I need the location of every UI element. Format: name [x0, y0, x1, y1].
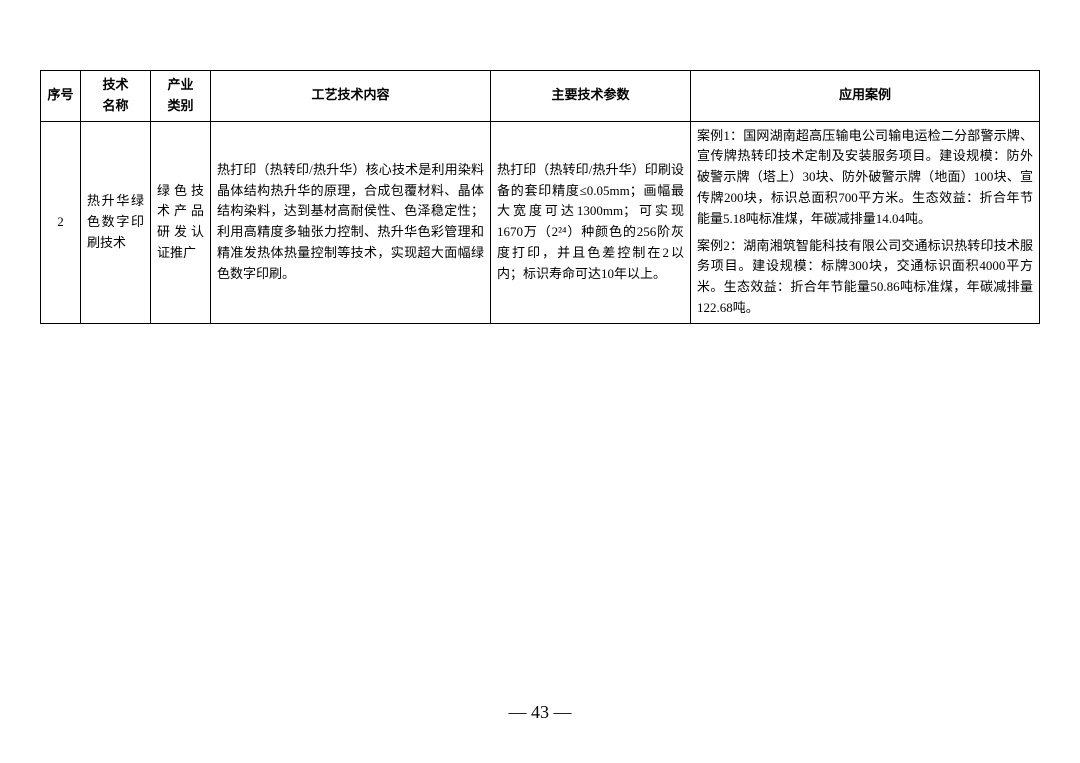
header-seq: 序号: [41, 71, 81, 122]
table-header: 序号 技术 名称 产业 类别 工艺技术内容 主要技术参数 应用案例: [41, 71, 1040, 122]
header-name: 技术 名称: [81, 71, 151, 122]
case-1: 案例1：国网湖南超高压输电公司输电运检二分部警示牌、宣传牌热转印技术定制及安装服…: [697, 126, 1033, 230]
cell-case-content: 案例1：国网湖南超高压输电公司输电运检二分部警示牌、宣传牌热转印技术定制及安装服…: [691, 121, 1040, 323]
table-row: 2 热升华绿色数字印刷技术 绿色技术产品研发认证推广 热打印（热转印/热升华）核…: [41, 121, 1040, 323]
header-name-l2: 名称: [102, 98, 128, 113]
cell-tech-content: 热打印（热转印/热升华）核心技术是利用染料晶体结构热升华的原理，合成包覆材料、晶…: [211, 121, 491, 323]
cell-param-content: 热打印（热转印/热升华）印刷设备的套印精度≤0.05mm；画幅最大宽度可达130…: [491, 121, 691, 323]
header-name-l1: 技术: [102, 77, 128, 92]
header-cat-l1: 产业: [167, 77, 193, 92]
content-table: 序号 技术 名称 产业 类别 工艺技术内容 主要技术参数 应用案例 2 热升华绿…: [40, 70, 1040, 324]
cell-seq: 2: [41, 121, 81, 323]
header-cat: 产业 类别: [151, 71, 211, 122]
header-case: 应用案例: [691, 71, 1040, 122]
case-2: 案例2：湖南湘筑智能科技有限公司交通标识热转印技术服务项目。建设规模：标牌300…: [697, 236, 1033, 319]
cell-name: 热升华绿色数字印刷技术: [81, 121, 151, 323]
cell-category: 绿色技术产品研发认证推广: [151, 121, 211, 323]
header-cat-l2: 类别: [167, 98, 193, 113]
header-param: 主要技术参数: [491, 71, 691, 122]
header-tech: 工艺技术内容: [211, 71, 491, 122]
page-number: — 43 —: [0, 702, 1080, 723]
